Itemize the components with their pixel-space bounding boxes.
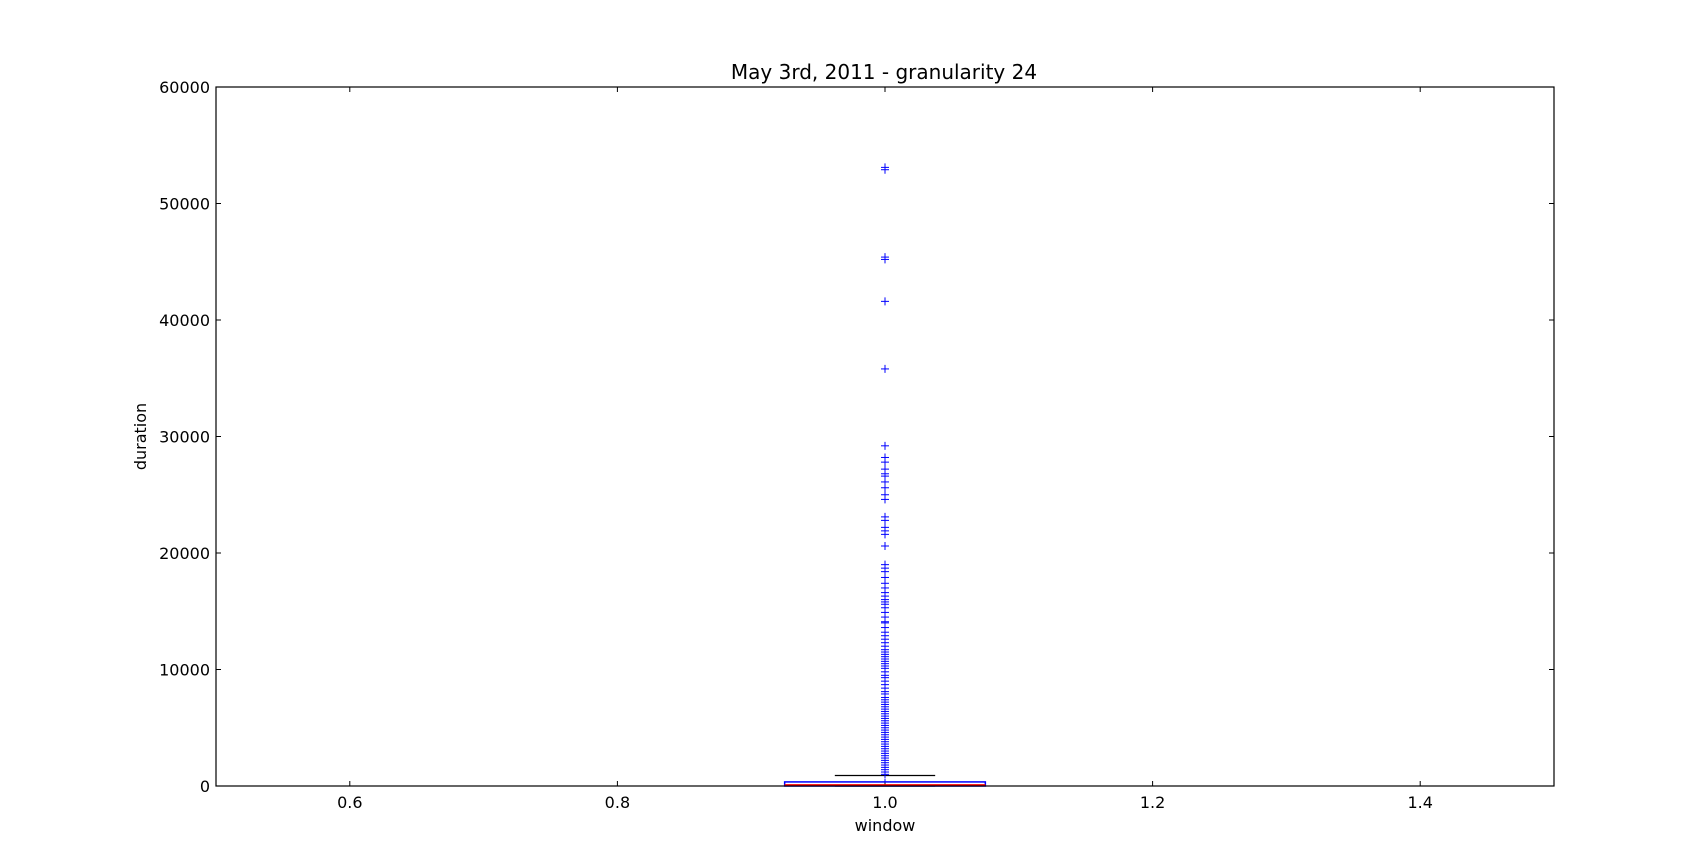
outlier-point bbox=[881, 364, 889, 373]
y-tick-label: 60000 bbox=[159, 78, 210, 97]
y-tick-label: 10000 bbox=[159, 661, 210, 680]
x-axis-label: window bbox=[855, 816, 916, 835]
x-axis-ticks: 0.6 0.8 1.0 1.2 1.4 bbox=[337, 87, 1433, 812]
chart-title: May 3rd, 2011 - granularity 24 bbox=[731, 60, 1037, 84]
y-tick-label: 20000 bbox=[159, 544, 210, 563]
y-tick-label: 40000 bbox=[159, 311, 210, 330]
y-axis-ticks: 0 10000 20000 30000 40000 50000 60000 bbox=[159, 78, 1554, 796]
y-axis-label: duration bbox=[131, 403, 150, 470]
outlier-point bbox=[881, 165, 889, 174]
outlier-point bbox=[881, 458, 889, 467]
outlier-markers bbox=[881, 163, 889, 779]
outlier-point bbox=[881, 542, 889, 551]
outlier-point bbox=[881, 530, 889, 539]
outlier-point bbox=[881, 770, 889, 779]
x-tick-label: 1.2 bbox=[1140, 793, 1165, 812]
outlier-point bbox=[881, 441, 889, 450]
outlier-point bbox=[881, 516, 889, 525]
outlier-point bbox=[881, 255, 889, 264]
x-tick-label: 1.4 bbox=[1407, 793, 1432, 812]
x-tick-label: 0.6 bbox=[337, 793, 362, 812]
y-tick-label: 50000 bbox=[159, 195, 210, 214]
plot-frame bbox=[215, 86, 1555, 787]
outlier-point bbox=[881, 483, 889, 492]
outlier-point bbox=[881, 297, 889, 306]
outlier-point bbox=[881, 495, 889, 504]
x-tick-label: 1.0 bbox=[872, 793, 897, 812]
y-tick-label: 30000 bbox=[159, 428, 210, 447]
x-tick-label: 0.8 bbox=[605, 793, 630, 812]
plot-elements bbox=[783, 163, 987, 787]
y-tick-label: 0 bbox=[200, 777, 210, 796]
